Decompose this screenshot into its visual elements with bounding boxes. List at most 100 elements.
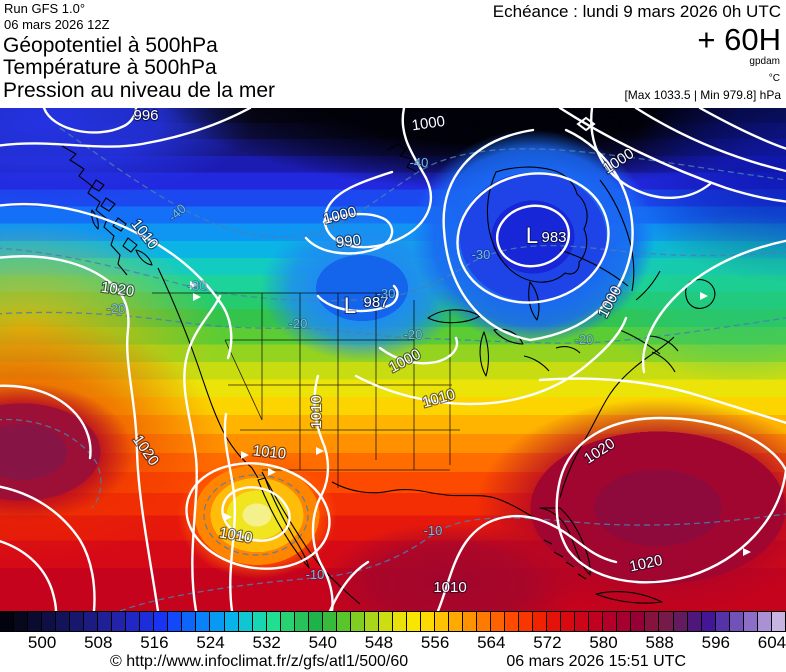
header: Run GFS 1.0° 06 mars 2026 12Z Géopotenti… [0,0,786,108]
colorbar-cell [505,612,520,631]
colorbar-cell [589,612,604,631]
slp-contours [0,108,786,611]
colorbar-cell [140,612,155,631]
copyright-url: © http://www.infoclimat.fr/z/gfs/atl1/50… [110,653,409,670]
temperature-contour-label: -20 [107,301,126,316]
temp-unit-label: °C [768,73,780,84]
pressure-contour-label: 1010 [308,395,325,428]
temperature-contour-label: -30 [472,247,491,262]
contour-labels: 9961010102010201000990987100098310001000… [99,108,665,597]
colorbar-tick: 556 [420,633,450,652]
colorbar-cell [715,612,730,631]
colorbar-cell [603,612,618,631]
colorbar-cell [28,612,43,631]
colorbar-tick: 548 [364,633,394,652]
colorbar-cell [659,612,674,631]
colorbar-cell [168,612,183,631]
colorbar-cell [0,612,15,631]
colorbar-cell [434,612,449,631]
temperature-contour-label: -20 [289,316,308,331]
colorbar-cell [743,612,758,631]
colorbar-cell [154,612,169,631]
colorbar-cell [322,612,337,631]
temperature-contour-label: -10 [306,567,325,582]
low-pressure-marker: L [526,223,538,248]
pressure-contour-label: 1000 [411,113,446,134]
colorbar-cell [645,612,660,631]
colorbar-cell [392,612,407,631]
temperature-contours [0,127,786,611]
diamond-marker [576,116,596,132]
colorbar-cell [280,612,295,631]
lead-time-label: + 60H [697,22,781,57]
colorbar-cell [617,612,632,631]
geopotential-fill-field [0,108,786,611]
temperature-contour-label: -30 [377,286,396,301]
colorbar-tick: 572 [533,633,562,652]
colorbar-tick: 580 [589,633,618,652]
colorbar-tick: 604 [757,633,786,652]
fill-unit-label: gpdam [749,56,780,67]
colorbar-cell [771,612,786,631]
colorbar-cell [631,612,646,631]
colorbar-cell [491,612,506,631]
temperature-contour-label: -10 [424,523,443,538]
colorbar-cell [266,612,281,631]
colorbar-cell [350,612,365,631]
pressure-contour-label: 990 [335,232,362,252]
colorbar-cell [729,612,744,631]
temperature-contour-label: -30 [188,278,207,293]
pressure-contour-label: 983 [541,229,566,246]
colorbar-cell [42,612,57,631]
colorbar-cell [196,612,211,631]
colorbar-cell [56,612,71,631]
colorbar-cell [336,612,351,631]
low-pressure-marker: L [344,293,356,318]
colorbar-tick: 588 [645,633,674,652]
colorbar-cell [14,612,29,631]
colorbar-cell [224,612,239,631]
forecast-map: 9961010102010201000990987100098310001000… [0,108,786,611]
issued-timestamp: 06 mars 2026 15:51 UTC [506,653,686,670]
param-temperature-label: Température à 500hPa [3,56,217,79]
colorbar-cell [449,612,464,631]
colorbar-cell [84,612,99,631]
pressure-contour-label: 1010 [252,442,287,462]
run-model-label: Run GFS 1.0° [4,1,86,16]
colorbar-cell [308,612,323,631]
pressure-contour-label: 996 [133,108,158,124]
colorbar-cell [701,612,716,631]
colorbar-cell [378,612,393,631]
colorbar-cell [420,612,435,631]
colorbar-cell [575,612,590,631]
colorbar-cell [547,612,562,631]
pressure-contour-label: 987 [363,294,388,311]
colorbar-cell [463,612,478,631]
triangle-markers [190,281,751,556]
colorbar-cell [519,612,534,631]
colorbar-cell [98,612,113,631]
colorbar-tick: 508 [84,633,113,652]
colorbar-tick: 516 [140,633,169,652]
colorbar-tick: 532 [252,633,281,652]
pressure-contour-label: 1020 [100,279,135,300]
colorbar-cell [210,612,225,631]
colorbar-tick: 524 [196,633,225,652]
geopotential-colorbar [0,611,786,632]
colorbar-cell [294,612,309,631]
colorbar-cell [112,612,127,631]
temperature-contour-label: -20 [404,327,423,342]
footer: © http://www.infoclimat.fr/z/gfs/atl1/50… [0,652,786,672]
pressure-minmax-label: [Max 1033.5 | Min 979.8] hPa [624,88,781,102]
pressure-contour-label: 1010 [433,579,466,596]
colorbar-tick: 596 [701,633,730,652]
param-pressure-label: Pression au niveau de la mer [3,79,275,102]
valid-time-label: Echéance : lundi 9 mars 2026 0h UTC [492,2,781,21]
colorbar-cell [70,612,85,631]
colorbar-cell [364,612,379,631]
temperature-contour-label: -40 [410,155,429,170]
colorbar-tick: 500 [27,633,57,652]
colorbar-cell [673,612,688,631]
colorbar-tick-labels: 500 508 516 524 532 540 548 556 564 572 580 588 596 6… [0,632,786,652]
